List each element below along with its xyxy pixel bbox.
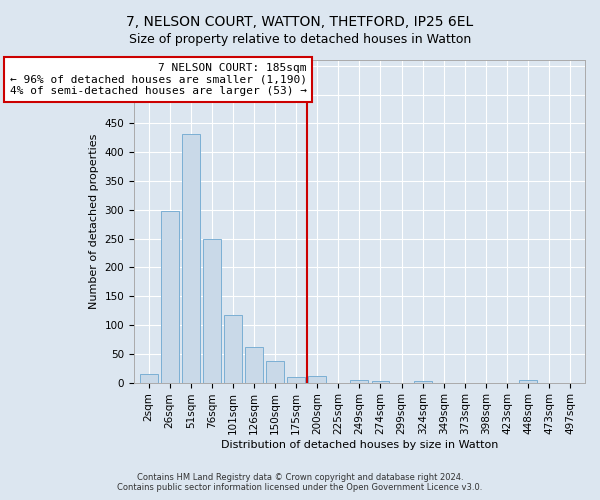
X-axis label: Distribution of detached houses by size in Watton: Distribution of detached houses by size … xyxy=(221,440,498,450)
Bar xyxy=(266,362,284,382)
Text: 7 NELSON COURT: 185sqm
← 96% of detached houses are smaller (1,190)
4% of semi-d: 7 NELSON COURT: 185sqm ← 96% of detached… xyxy=(10,63,307,96)
Bar xyxy=(245,347,263,382)
Bar xyxy=(287,377,305,382)
Bar xyxy=(519,380,537,382)
Bar xyxy=(224,314,242,382)
Text: Contains HM Land Registry data © Crown copyright and database right 2024.
Contai: Contains HM Land Registry data © Crown c… xyxy=(118,473,482,492)
Y-axis label: Number of detached properties: Number of detached properties xyxy=(89,134,99,309)
Bar xyxy=(203,238,221,382)
Bar xyxy=(161,211,179,382)
Bar xyxy=(371,381,389,382)
Bar xyxy=(308,376,326,382)
Text: 7, NELSON COURT, WATTON, THETFORD, IP25 6EL: 7, NELSON COURT, WATTON, THETFORD, IP25 … xyxy=(127,15,473,29)
Bar xyxy=(140,374,158,382)
Bar xyxy=(182,134,200,382)
Text: Size of property relative to detached houses in Watton: Size of property relative to detached ho… xyxy=(129,32,471,46)
Bar xyxy=(350,380,368,382)
